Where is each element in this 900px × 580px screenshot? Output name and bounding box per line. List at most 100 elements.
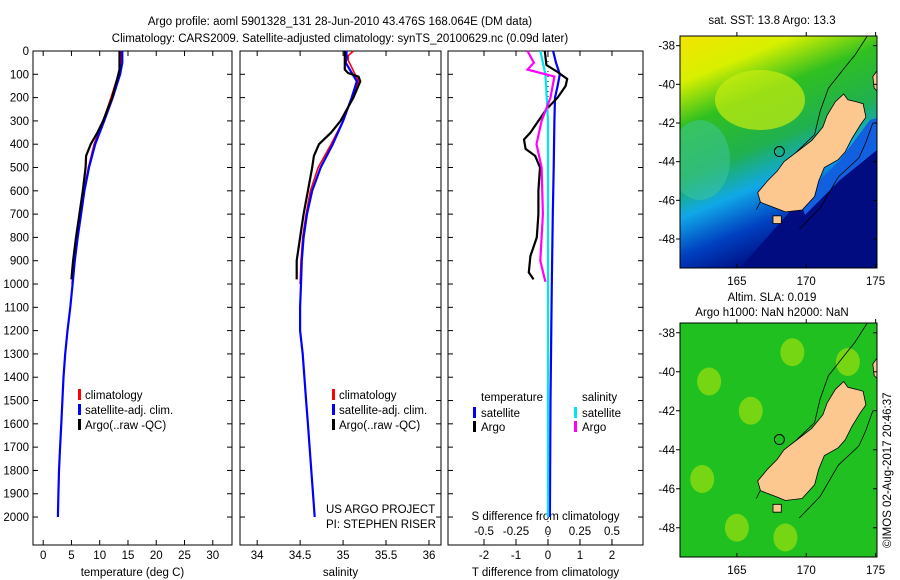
lat-tick-label: -48 bbox=[658, 234, 675, 246]
plot-frame bbox=[447, 50, 644, 546]
lat-tick-label: -42 bbox=[658, 406, 675, 418]
sla-anomaly-patch bbox=[690, 465, 715, 493]
legend-header-salinity: salinity bbox=[582, 392, 617, 404]
x-tick-label: 15 bbox=[122, 550, 135, 562]
x-tick-label: -2 bbox=[479, 550, 489, 562]
y-tick-label: 500 bbox=[10, 163, 29, 175]
legend-swatch bbox=[78, 419, 81, 430]
difference-panel: -2 -1 0 1 2 T difference from climatology -0.5… bbox=[447, 50, 644, 579]
legend-label: Argo bbox=[582, 422, 606, 434]
y-tick-label: 0 bbox=[23, 46, 29, 58]
x-axis-label: temperature (deg C) bbox=[81, 567, 185, 579]
x-tick-label: 20 bbox=[150, 550, 163, 562]
s-tick-label: -0.5 bbox=[474, 526, 494, 538]
sla-map-title-1: Altim. SLA: 0.019 bbox=[728, 292, 817, 304]
legend-swatch bbox=[473, 421, 476, 432]
plot-frame bbox=[32, 50, 233, 546]
y-tick-label: 1900 bbox=[3, 489, 29, 501]
lon-tick-label: 170 bbox=[797, 565, 816, 577]
legend-label: satellite-adj. clim. bbox=[339, 405, 427, 417]
stewart-island-land bbox=[772, 503, 782, 513]
pi-label: PI: STEPHEN RISER bbox=[326, 519, 436, 531]
y-tick-label: 2000 bbox=[3, 512, 29, 524]
sst-shelf-water bbox=[800, 118, 877, 215]
sla-anomaly-patch bbox=[724, 513, 749, 542]
sla-anomaly-patch bbox=[835, 348, 860, 376]
south-island-land bbox=[757, 93, 867, 213]
s-tick-label: 0.25 bbox=[569, 526, 591, 538]
x-tick-label: 1 bbox=[577, 550, 583, 562]
title-line-1: Argo profile: aoml 5901328_131 28-Jun-20… bbox=[148, 16, 532, 28]
x-tick-label: 10 bbox=[93, 550, 106, 562]
lon-tick-label: 175 bbox=[866, 565, 885, 577]
sla-map-frame bbox=[679, 322, 878, 558]
x-axis-label: T difference from climatology bbox=[472, 567, 619, 579]
stewart-island-land bbox=[772, 215, 782, 224]
legend-swatch bbox=[78, 404, 81, 415]
project-label: US ARGO PROJECT bbox=[326, 504, 435, 516]
title-line-2: Climatology: CARS2009. Satellite-adjuste… bbox=[112, 33, 569, 45]
series-line-argo-raw-qc- bbox=[295, 51, 362, 280]
y-tick-label: 1400 bbox=[3, 372, 29, 384]
s-tick-label: 0 bbox=[545, 526, 551, 538]
lat-tick-label: -46 bbox=[658, 484, 675, 496]
legend-label: satellite bbox=[481, 408, 520, 420]
sst-warm-patch bbox=[715, 70, 805, 130]
isobath-line bbox=[799, 122, 874, 230]
s-tick-label: -0.25 bbox=[503, 526, 529, 538]
sla-map-title-2: Argo h1000: NaN h2000: NaN bbox=[695, 307, 848, 319]
sst-map-title: sat. SST: 13.8 Argo: 13.3 bbox=[708, 15, 835, 27]
x-tick-label: 0 bbox=[40, 550, 46, 562]
lon-tick-label: 170 bbox=[797, 276, 816, 288]
x-tick-label: 25 bbox=[178, 550, 191, 562]
y-tick-label: 1700 bbox=[3, 442, 29, 454]
lat-tick-label: -48 bbox=[658, 523, 675, 535]
x-tick-label: 34.5 bbox=[289, 550, 311, 562]
lon-tick-label: 165 bbox=[727, 565, 746, 577]
x-tick-label: 35 bbox=[337, 550, 350, 562]
x-tick-label: 0 bbox=[545, 550, 551, 562]
legend-swatch bbox=[332, 404, 335, 415]
lat-tick-label: -40 bbox=[658, 79, 675, 91]
lat-tick-label: -42 bbox=[658, 118, 675, 130]
legend-swatch bbox=[574, 407, 577, 418]
x-tick-label: 35.5 bbox=[375, 550, 397, 562]
legend-swatch bbox=[473, 407, 476, 418]
sst-cool-patch bbox=[680, 120, 730, 200]
x-tick-label: 36 bbox=[423, 550, 436, 562]
y-tick-label: 700 bbox=[10, 209, 29, 221]
series-line-salinity-argo bbox=[525, 50, 556, 282]
x-tick-label: 30 bbox=[206, 550, 219, 562]
legend-label: Argo bbox=[481, 422, 505, 434]
x-axis-label: salinity bbox=[323, 567, 358, 579]
temperature-profile-panel: 0 5 10 15 20 25 30 temperature (deg C) 0 100 200 30… bbox=[3, 46, 233, 579]
legend-swatch bbox=[574, 421, 577, 432]
legend-label: satellite-adj. clim. bbox=[85, 405, 173, 417]
sla-anomaly-patch bbox=[697, 367, 722, 396]
y-tick-label: 200 bbox=[10, 93, 29, 105]
argo-position-marker bbox=[773, 434, 785, 446]
y-tick-label: 800 bbox=[10, 232, 29, 244]
y-tick-label: 400 bbox=[10, 139, 29, 151]
argo-position-marker bbox=[773, 146, 785, 158]
sla-anomaly-patch bbox=[738, 396, 763, 425]
y-tick-label: 1200 bbox=[3, 326, 29, 338]
legend-label: Argo(..raw -QC) bbox=[339, 420, 420, 432]
series-line-satellite-adj-clim- bbox=[299, 51, 358, 518]
lon-tick-label: 165 bbox=[727, 276, 746, 288]
x-tick-label: 2 bbox=[609, 550, 615, 562]
x-tick-label: 5 bbox=[68, 550, 74, 562]
plot-frame bbox=[239, 50, 442, 546]
isobath-line bbox=[799, 410, 874, 519]
x-tick-label: 34 bbox=[251, 550, 264, 562]
sla-anomaly-patch bbox=[773, 523, 798, 552]
lon-tick-label: 175 bbox=[866, 276, 885, 288]
x-tick-label: -1 bbox=[511, 550, 521, 562]
y-tick-label: 600 bbox=[10, 186, 29, 198]
lat-tick-label: -38 bbox=[658, 328, 675, 340]
lat-tick-label: -40 bbox=[658, 367, 675, 379]
y-tick-label: 1500 bbox=[3, 396, 29, 408]
y-tick-label: 300 bbox=[10, 116, 29, 128]
legend-label: climatology bbox=[339, 390, 397, 402]
